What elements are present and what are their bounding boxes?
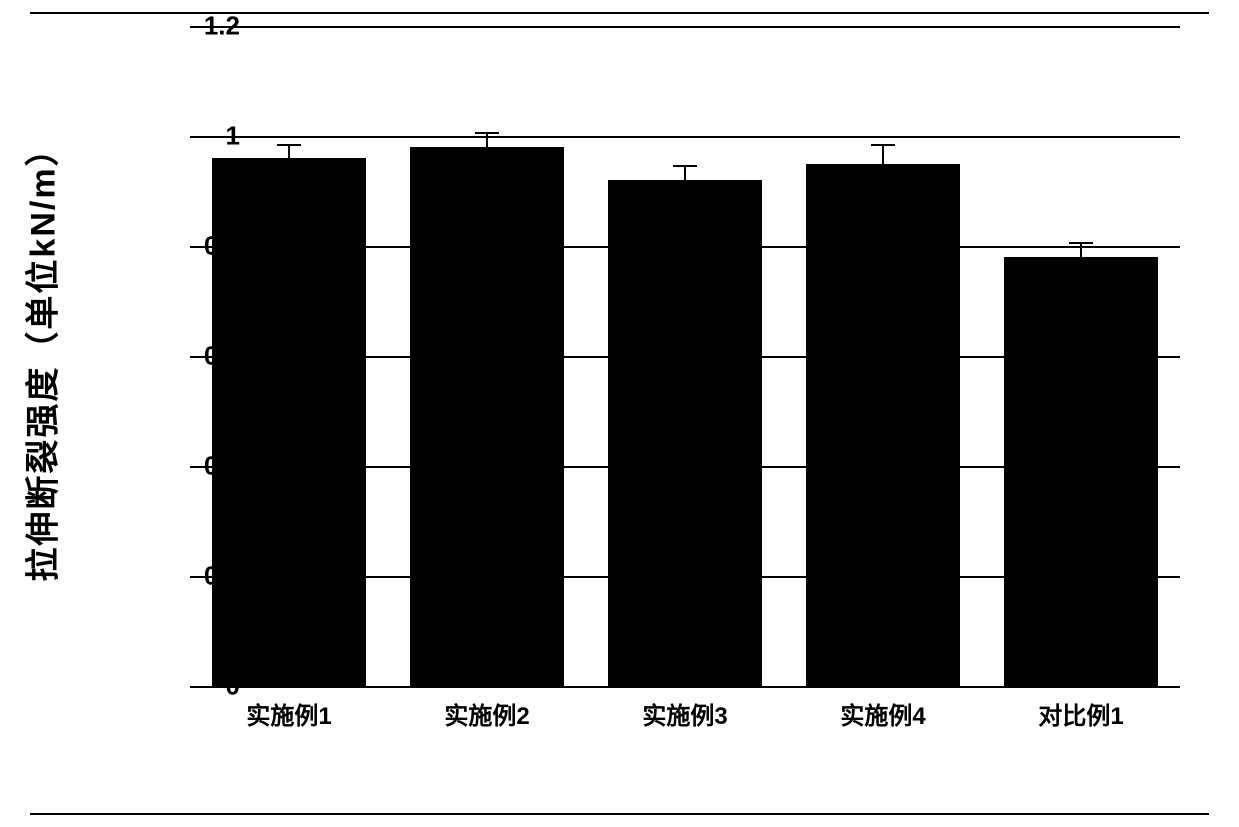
- chart-container: 拉伸断裂强度（单位kN/m） 00.20.40.60.811.2实施例1实施例2…: [130, 26, 1190, 766]
- gridline: [190, 26, 1180, 28]
- error-bar: [288, 144, 290, 158]
- error-cap: [277, 144, 301, 146]
- x-tick-label: 实施例4: [840, 696, 925, 731]
- bar: [1004, 257, 1158, 686]
- bar: [410, 147, 564, 686]
- error-cap: [475, 132, 499, 134]
- bar: [608, 180, 762, 686]
- x-tick-label: 对比例1: [1038, 696, 1123, 731]
- error-cap: [1069, 242, 1093, 244]
- plot-region: 00.20.40.60.811.2实施例1实施例2实施例3实施例4对比例1: [190, 26, 1180, 686]
- gridline: [190, 136, 1180, 138]
- y-tick-label: 1.2: [170, 11, 240, 42]
- x-tick-label: 实施例3: [642, 696, 727, 731]
- bar: [806, 164, 960, 687]
- error-bar: [486, 132, 488, 147]
- error-bar: [684, 165, 686, 180]
- error-cap: [871, 144, 895, 146]
- error-cap: [673, 165, 697, 167]
- gridline: [190, 686, 1180, 688]
- error-bar: [1080, 242, 1082, 257]
- x-tick-label: 实施例2: [444, 696, 529, 731]
- y-tick-label: 1: [170, 121, 240, 152]
- bar: [212, 158, 366, 686]
- x-tick-label: 实施例1: [246, 696, 331, 731]
- y-axis-title: 拉伸断裂强度（单位kN/m）: [16, 130, 65, 581]
- error-bar: [882, 144, 884, 163]
